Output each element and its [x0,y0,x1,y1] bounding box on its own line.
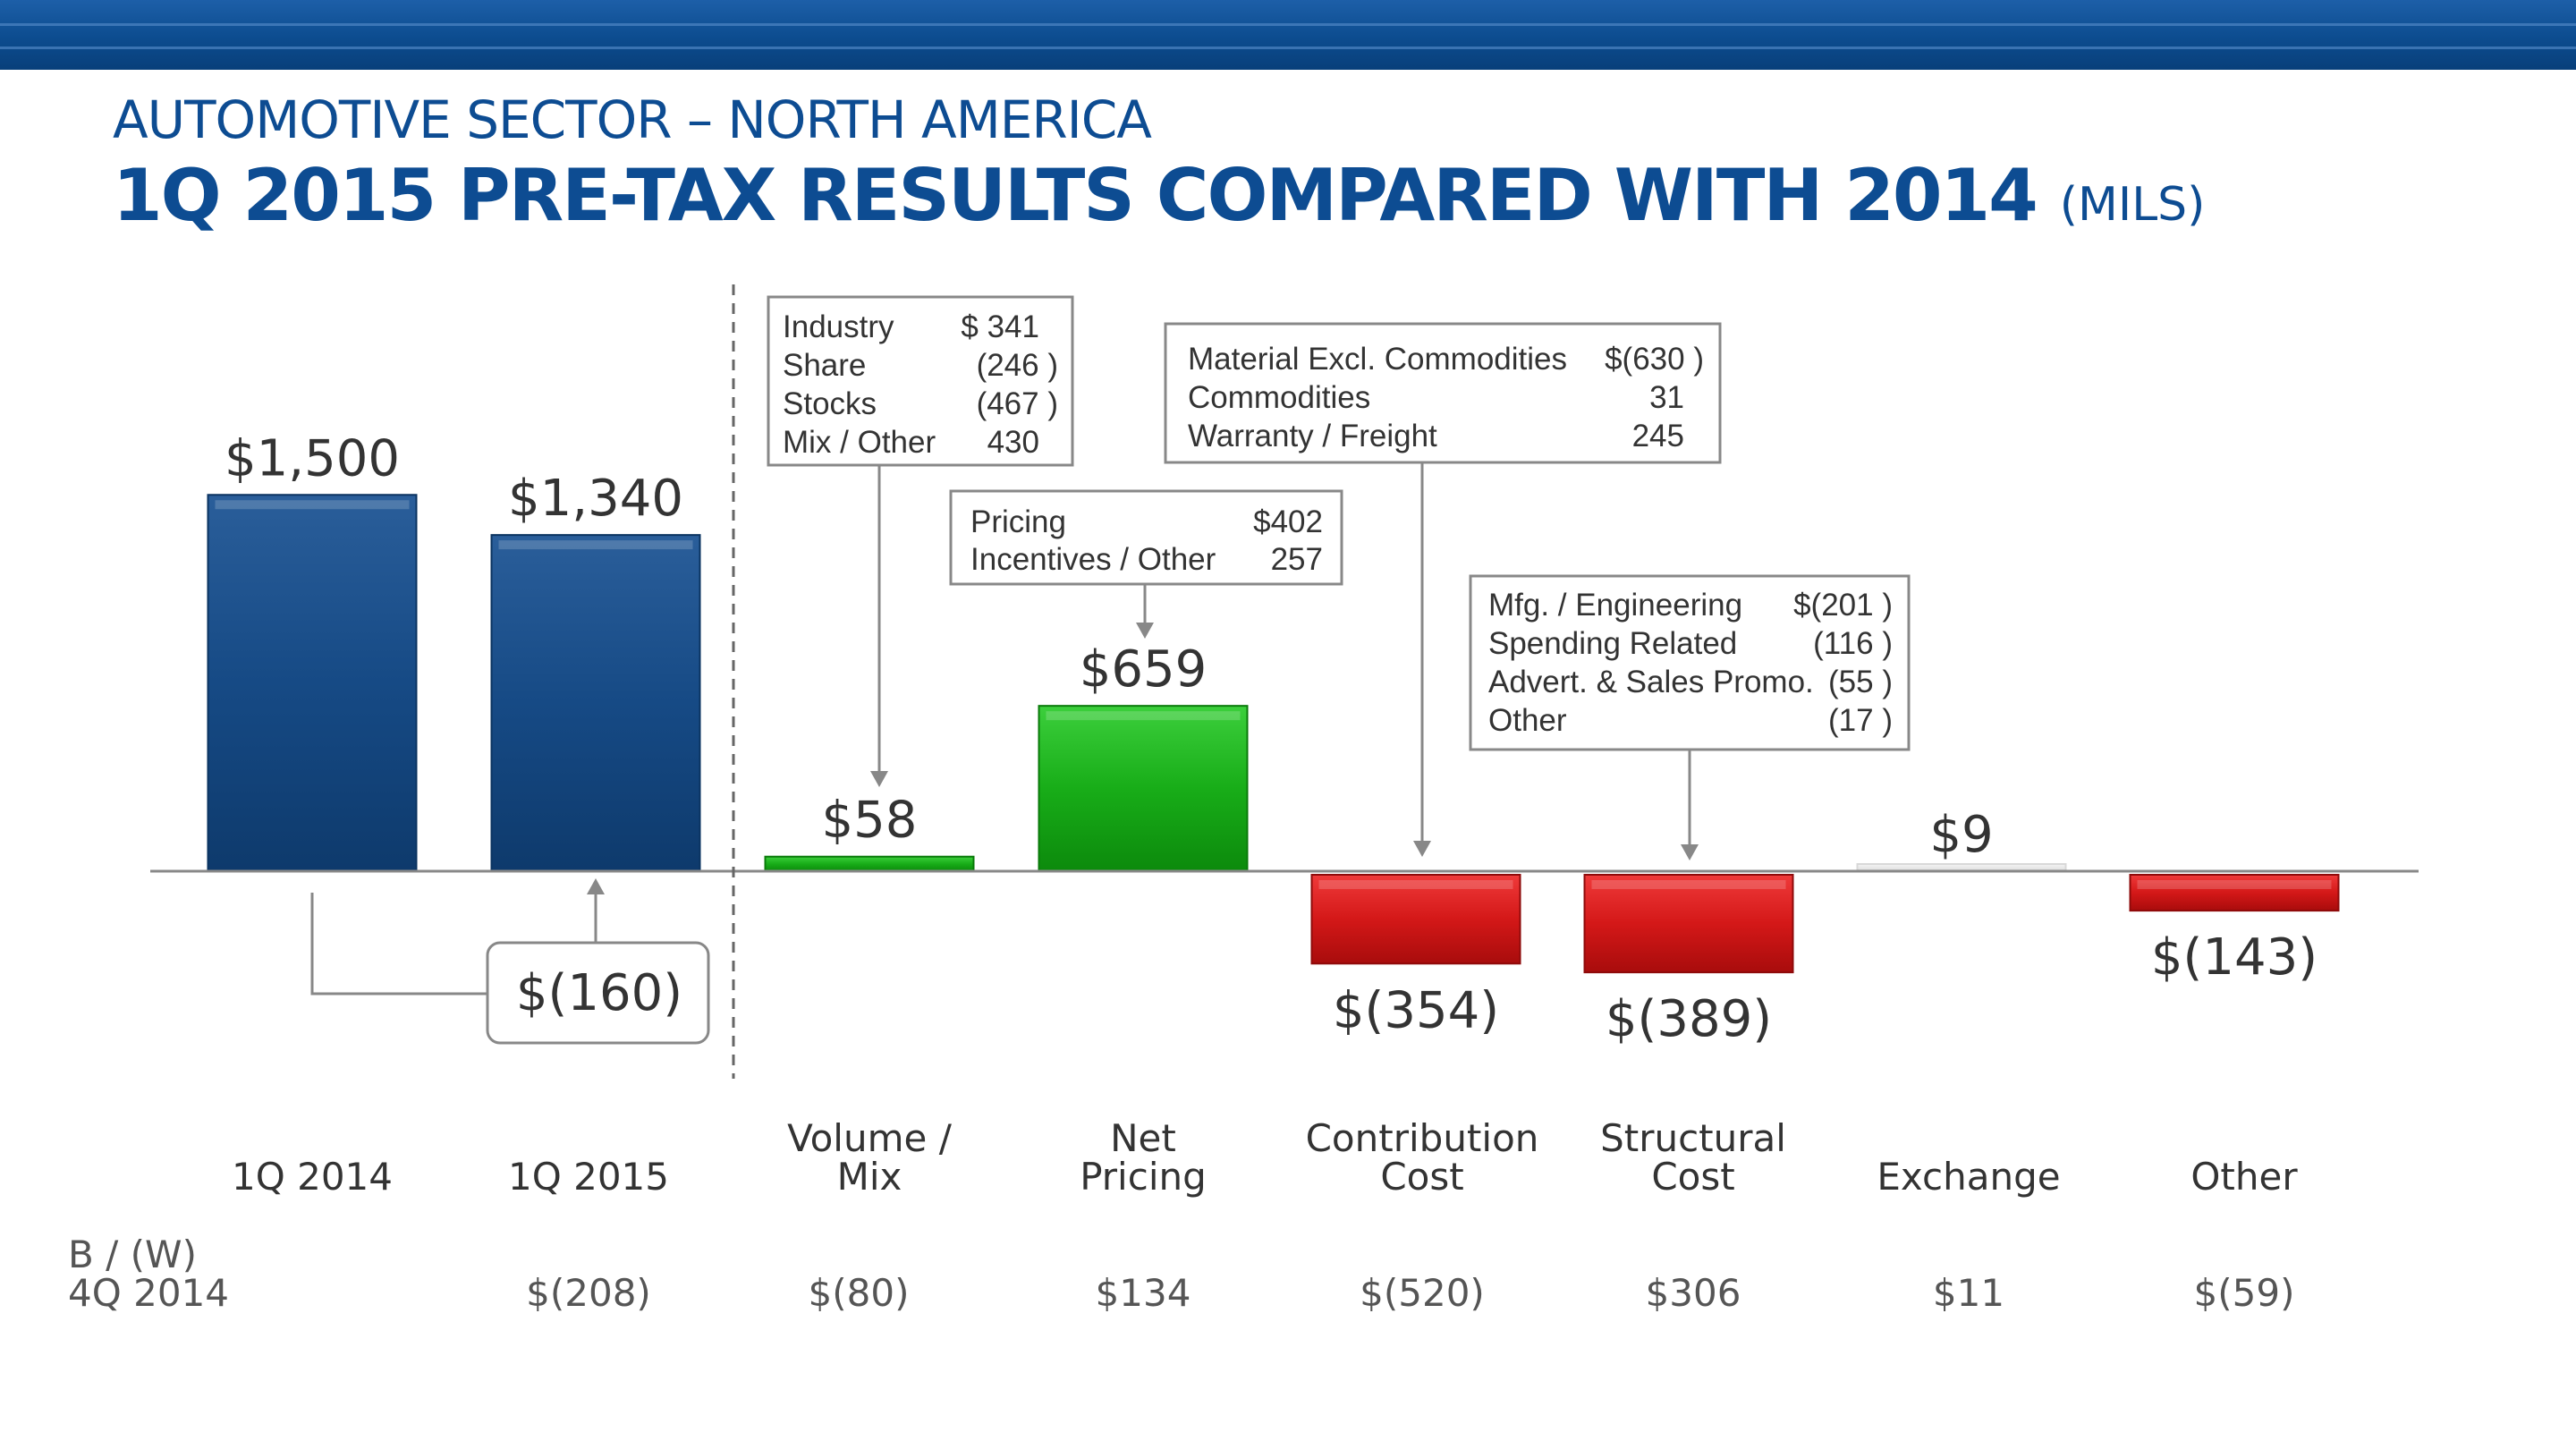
bw-value-other: $(59) [2194,1271,2295,1315]
annotation-label: Pricing [970,504,1066,539]
annotation-value: (55 ) [1828,665,1893,699]
value-label-net-pricing: $659 [1080,640,1208,699]
category-label-1q-2014: 1Q 2014 [232,1155,393,1199]
annotation-volume-mix: Industry $ 341 Share (246 ) Stocks (467 … [767,295,1074,787]
annotation-value: $ 341 [961,309,1039,344]
annotation-net-pricing: Pricing $402 Incentives / Other 257 [949,489,1343,639]
bar-highlight-other [2137,880,2332,889]
category-label-volume-mix: Mix [837,1155,902,1199]
sector-title: AUTOMOTIVE SECTOR – NORTH AMERICA [113,89,1152,150]
annotation-label: Material Excl. Commodities [1188,342,1567,377]
bw-label-line2: 4Q 2014 [68,1271,229,1315]
annotation-value: 257 [1271,542,1323,577]
value-label-exchange: $9 [1929,806,1993,864]
bar-contribution-cost [1310,874,1521,965]
category-label-contribution-cost: Cost [1380,1155,1463,1199]
value-label-other: $(143) [2151,928,2318,987]
bar-highlight-1q-2014 [215,500,410,510]
annotation-value: 245 [1632,419,1684,453]
page-title: 1Q 2015 PRE-TAX RESULTS COMPARED WITH 20… [113,154,2205,237]
annotation-structural-cost: Mfg. / Engineering $(201 ) Spending Rela… [1469,574,1911,860]
bw-value-structural-cost: $306 [1646,1271,1741,1315]
category-label-net-pricing: Pricing [1080,1155,1207,1199]
bar-1q-2014 [207,494,418,872]
bar-highlight-contribution-cost [1318,880,1513,889]
annotation-value: $402 [1253,504,1323,539]
bw-value-1q-2015: $(208) [526,1271,651,1315]
category-label-other: Other [2190,1155,2298,1199]
category-label-structural-cost: Structural [1600,1116,1786,1160]
annotation-label: Advert. & Sales Promo. [1488,665,1814,699]
page-title-text: 1Q 2015 PRE-TAX RESULTS COMPARED WITH 20… [113,154,2038,237]
difference-box [486,941,710,1045]
value-label-volume-mix: $58 [822,792,918,850]
annotation-value: (116 ) [1813,626,1893,661]
annotation-label: Industry [783,309,894,344]
annotation-label: Mfg. / Engineering [1488,588,1742,623]
annotation-label: Stocks [783,386,877,421]
category-label-volume-mix: Volume / [787,1116,953,1160]
value-label-1q-2014: $1,500 [225,429,400,487]
category-label-contribution-cost: Contribution [1306,1116,1539,1160]
annotation-label: Mix / Other [783,425,936,460]
difference-label: $(160) [516,964,682,1022]
category-label-structural-cost: Cost [1651,1155,1734,1199]
annotation-value: $(630 ) [1605,342,1704,377]
annotation-label: Incentives / Other [970,542,1216,577]
annotation-value: $(201 ) [1793,588,1893,623]
annotation-value: (246 ) [977,348,1058,383]
annotation-value: (17 ) [1828,703,1893,738]
header-bar [0,0,2576,70]
bar-net-pricing [1038,705,1249,873]
bw-value-contribution-cost: $(520) [1360,1271,1485,1315]
annotation-value: 430 [987,425,1039,460]
category-label-net-pricing: Net [1110,1116,1176,1160]
value-label-1q-2015: $1,340 [508,470,683,528]
annotation-label: Other [1488,703,1567,738]
bar-volume-mix [764,855,975,873]
value-label-contribution-cost: $(354) [1333,981,1499,1039]
bw-label-line1: B / (W) [68,1233,197,1276]
value-label-structural-cost: $(389) [1606,990,1772,1048]
annotation-value: 31 [1649,380,1684,415]
difference-connector [310,893,487,996]
bar-highlight-1q-2015 [498,540,693,550]
bar-1q-2015 [490,534,701,872]
bar-structural-cost [1583,874,1794,974]
category-label-1q-2015: 1Q 2015 [508,1155,669,1199]
annotation-contribution-cost: Material Excl. Commodities $(630 ) Commo… [1164,322,1722,857]
bar-highlight-structural-cost [1591,880,1786,889]
annotation-value: (467 ) [977,386,1058,421]
bw-value-volume-mix: $(80) [809,1271,910,1315]
annotation-label: Commodities [1188,380,1370,415]
difference-arrow-head [587,878,605,894]
annotation-label: Warranty / Freight [1188,419,1437,453]
bw-value-exchange: $11 [1933,1271,2004,1315]
bar-other [2129,874,2340,912]
unit-label: (MILS) [2059,178,2206,232]
annotation-label: Spending Related [1488,626,1737,661]
category-label-exchange: Exchange [1877,1155,2060,1199]
annotation-label: Share [783,348,866,383]
bar-highlight-net-pricing [1046,711,1241,721]
bw-value-net-pricing: $134 [1096,1271,1191,1315]
